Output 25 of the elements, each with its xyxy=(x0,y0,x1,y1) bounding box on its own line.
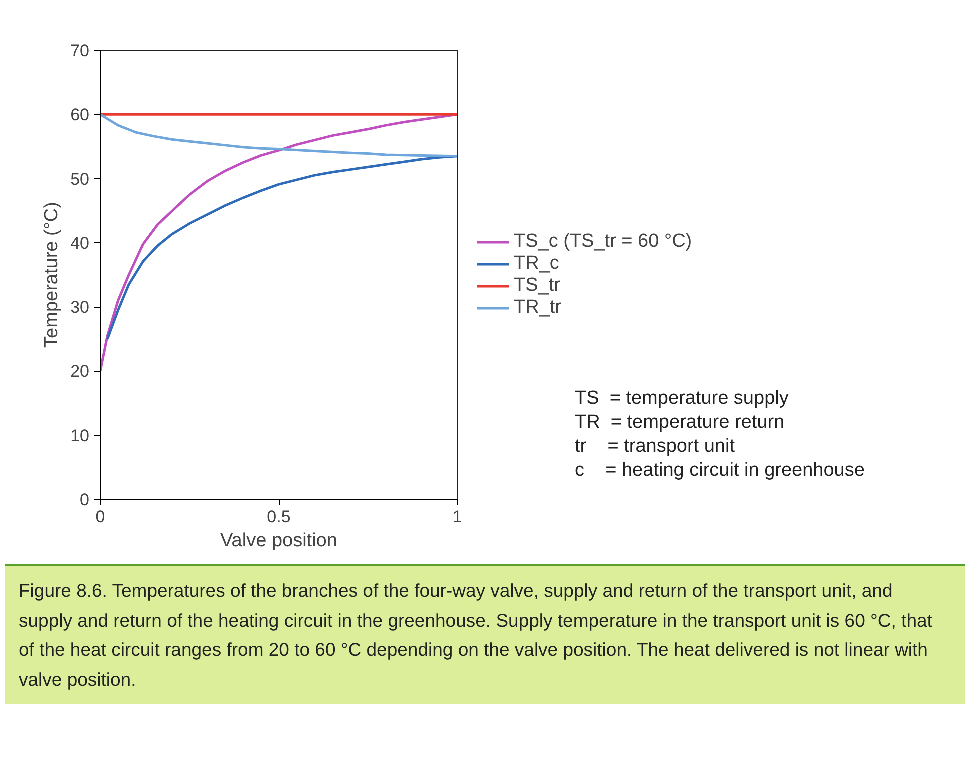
caption: Figure 8.6. Temperatures of the branches of the four-way valve, supply and return of the transport unit, and supply and return of the heating circuit in the greenhouse. Supply temperature in the transport unit is 60 °C, that of the heat circuit ranges from 20 to 60 °C depending on the valve position. The heat delivered is not linear with valve position. xyxy=(19,579,934,692)
x-tick-label: 0.5 xyxy=(267,508,291,526)
legend-label: TS_tr xyxy=(514,275,560,297)
legend-label: TS_c (TS_tr = 60 °C) xyxy=(514,231,692,253)
x-tick-label: 1 xyxy=(452,508,462,526)
line-series xyxy=(100,113,458,372)
y-tick-label: 50 xyxy=(70,170,90,189)
y-tick-label: 60 xyxy=(70,106,90,125)
y-tick-label: 40 xyxy=(70,234,90,253)
legend-label: TR_tr xyxy=(514,297,562,319)
y-axis-title: Temperature (°C) xyxy=(42,202,63,348)
legend-label: TR_c xyxy=(514,253,560,275)
text: c = heating circuit in greenhouse xyxy=(575,460,865,481)
text: TS = temperature supply xyxy=(575,388,789,409)
text: TR = temperature return xyxy=(575,412,785,433)
text: tr = transport unit xyxy=(575,436,735,457)
line-series xyxy=(100,113,458,158)
y-tick-label: 10 xyxy=(70,426,90,446)
x-axis-title: Valve position xyxy=(220,530,338,552)
y-tick-label: 30 xyxy=(70,298,90,318)
y-tick-label: 70 xyxy=(70,42,90,60)
y-tick-label: 20 xyxy=(70,362,90,382)
x-tick-label: 0 xyxy=(96,508,106,526)
y-tick-label: 0 xyxy=(80,490,90,510)
line-series xyxy=(106,155,458,340)
